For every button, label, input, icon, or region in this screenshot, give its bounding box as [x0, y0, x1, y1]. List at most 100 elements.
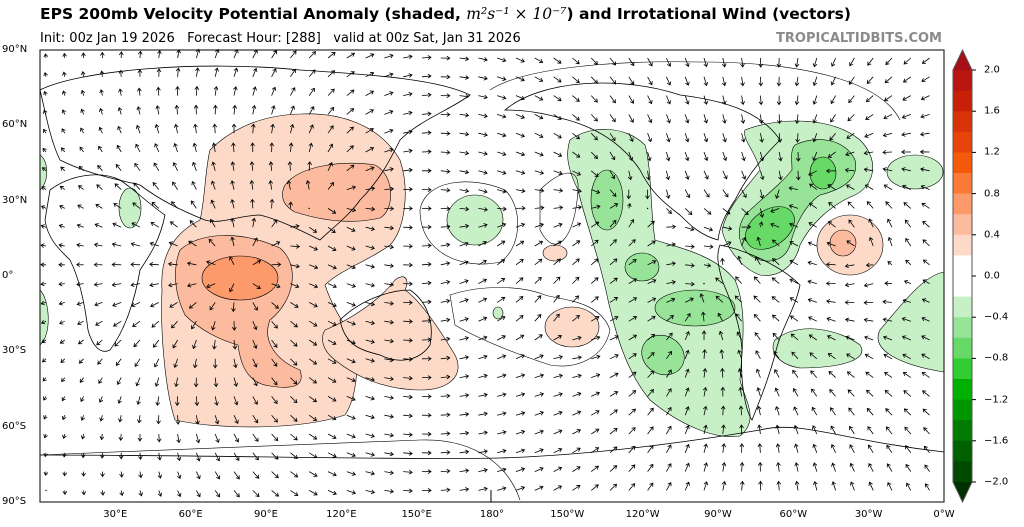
wind-vector	[759, 170, 765, 181]
wind-vector	[553, 466, 563, 472]
wind-vector	[903, 202, 912, 209]
wind-vector	[534, 57, 544, 64]
wind-vector	[212, 339, 217, 350]
wind-vector	[478, 392, 488, 398]
wind-vector	[665, 151, 671, 162]
wind-vector	[609, 151, 616, 161]
wind-vector	[863, 317, 874, 323]
wind-vector	[193, 377, 199, 388]
wind-vector	[384, 91, 394, 96]
wind-vector	[346, 377, 356, 383]
wind-vector	[647, 407, 654, 416]
wind-vector	[149, 262, 159, 267]
wind-vector	[365, 414, 375, 420]
wind-vector	[758, 95, 764, 106]
wind-vector	[849, 462, 855, 472]
coast-australia	[339, 289, 432, 361]
wind-vector	[176, 49, 181, 59]
wind-vector	[901, 335, 911, 341]
wind-vector	[736, 331, 742, 341]
wind-vector	[813, 480, 818, 491]
wind-vector	[403, 73, 413, 78]
wind-vector	[903, 57, 912, 65]
wind-vector	[534, 314, 542, 322]
wind-vector	[459, 241, 469, 247]
wind-vector	[921, 316, 930, 322]
wind-vector	[42, 377, 47, 382]
wind-vector	[40, 300, 47, 306]
wind-vector	[80, 396, 85, 402]
wind-vector	[886, 444, 893, 454]
wind-vector	[794, 480, 800, 491]
wind-vector	[210, 218, 216, 228]
wind-vector	[903, 279, 911, 285]
wind-vector	[794, 76, 800, 87]
wind-vector	[735, 276, 742, 284]
wind-vector	[421, 168, 432, 174]
wind-vector	[922, 239, 930, 247]
wind-vector	[515, 258, 524, 266]
colorbar-bin	[953, 152, 972, 174]
wind-vector	[97, 164, 103, 172]
wind-vector	[922, 220, 930, 228]
wind-vector	[403, 413, 413, 419]
wind-vector	[308, 226, 318, 233]
anomaly-negative-0.4	[624, 252, 660, 282]
lon-label: 150°E	[401, 509, 432, 520]
wind-vector	[590, 316, 600, 322]
wind-vector	[130, 242, 141, 247]
wind-vector	[553, 222, 563, 228]
wind-vector	[403, 281, 413, 287]
wind-vector	[40, 319, 47, 325]
wind-vector	[60, 166, 66, 172]
wind-vector	[609, 219, 617, 228]
wind-vector	[666, 444, 672, 453]
wind-vector	[440, 298, 451, 304]
colorbar-extend-min	[953, 482, 972, 502]
wind-vector	[81, 490, 87, 496]
wind-vector	[572, 151, 581, 158]
wind-vector	[789, 259, 799, 266]
wind-vector	[628, 445, 636, 454]
wind-vector	[717, 312, 724, 322]
wind-vector	[866, 201, 874, 209]
wind-vector	[628, 353, 637, 360]
wind-vector	[737, 349, 742, 359]
wind-vector	[327, 433, 337, 439]
wind-vector	[812, 95, 818, 105]
wind-vector	[403, 167, 413, 173]
wind-vector	[40, 224, 47, 229]
colorbar-bin	[953, 193, 972, 215]
wind-vector	[43, 452, 49, 458]
wind-vector	[117, 125, 122, 134]
wind-vector	[98, 396, 104, 403]
wind-vector	[885, 57, 893, 66]
wind-vector	[628, 76, 635, 85]
wind-vector	[308, 51, 317, 59]
wind-vector	[703, 263, 712, 268]
wind-vector	[384, 395, 394, 400]
wind-vector	[572, 429, 582, 435]
wind-vector	[553, 205, 564, 210]
wind-vector	[883, 353, 893, 360]
wind-vector	[384, 414, 394, 419]
wind-vector	[308, 414, 318, 421]
wind-vector	[327, 162, 333, 171]
wind-vector	[534, 276, 542, 284]
colorbar-bin	[953, 234, 972, 256]
wind-vector	[647, 259, 657, 266]
wind-vector	[882, 299, 893, 305]
wind-vector	[720, 367, 725, 378]
wind-vector	[807, 241, 817, 247]
wind-vector	[647, 76, 653, 86]
wind-vector	[41, 186, 47, 191]
wind-vector	[844, 263, 855, 269]
wind-vector	[231, 321, 237, 331]
wind-vector	[553, 447, 563, 454]
wind-vector	[440, 93, 451, 99]
wind-vector	[887, 261, 893, 266]
wind-vector	[684, 95, 690, 105]
wind-vector	[721, 480, 727, 491]
wind-vector	[233, 377, 239, 387]
lon-label: 60°E	[178, 509, 203, 520]
